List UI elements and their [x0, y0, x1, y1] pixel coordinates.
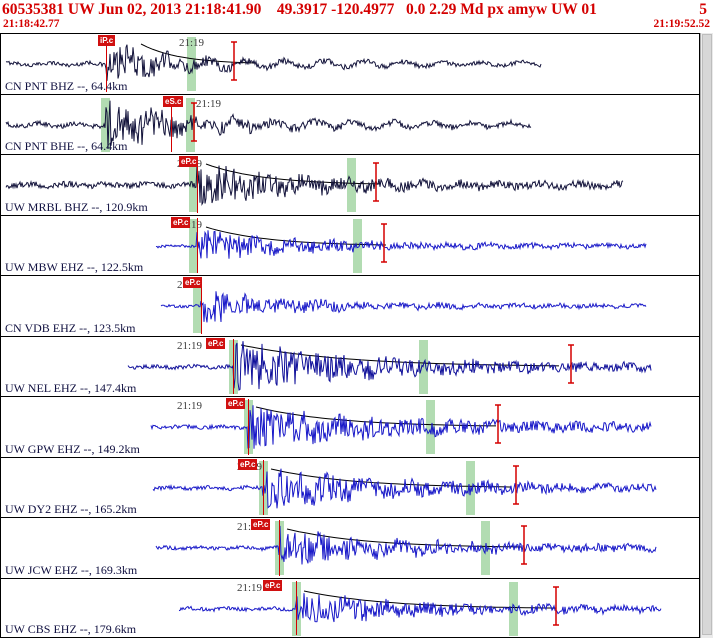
coda-duration-marker[interactable] — [373, 162, 379, 202]
phase-pick-flag[interactable]: eP.c — [171, 216, 191, 228]
seismogram-waveform[interactable] — [127, 340, 652, 391]
phase-pick-flag[interactable]: eP.c — [263, 579, 283, 591]
coda-window-band — [186, 97, 195, 152]
scrollbar-thumb[interactable] — [702, 34, 712, 635]
trace-row[interactable]: 21:19 eP.c UW JCW EHZ --, 169.3km — [1, 517, 699, 578]
phase-pick-line[interactable] — [201, 278, 202, 334]
seismogram-waveform[interactable] — [5, 100, 532, 149]
phase-pick-line[interactable] — [233, 338, 234, 394]
coda-window-band — [187, 37, 196, 91]
phase-pick-line[interactable] — [197, 157, 198, 213]
trace-row[interactable]: 21:19 eS.c CN PNT BHE --, 64.4km — [1, 93, 699, 155]
station-label: UW NEL EHZ --, 147.4km — [5, 381, 137, 395]
phase-pick-line[interactable] — [296, 580, 297, 635]
trace-row[interactable]: 21:19 eP.c UW CBS EHZ --, 179.6km — [1, 577, 699, 638]
phase-pick-flag[interactable]: eP.c — [179, 156, 199, 167]
seismogram-waveform[interactable] — [152, 468, 657, 509]
station-label: CN PNT BHE --, 64.4km — [5, 139, 128, 153]
waveform-plot[interactable] — [1, 34, 699, 94]
time-window-bar: 21:18:42.77 21:19:52.52 — [0, 18, 713, 33]
coda-window-band — [426, 400, 435, 454]
waveform-plot[interactable] — [1, 155, 699, 215]
seismogram-waveform[interactable] — [155, 229, 647, 259]
phase-pick-line[interactable] — [106, 36, 107, 92]
coda-window-band — [509, 581, 518, 636]
phase-pick-flag[interactable]: eP.c — [251, 519, 271, 530]
waveform-plot[interactable] — [1, 216, 699, 276]
phase-pick-flag[interactable]: eP.c — [226, 398, 246, 409]
seismogram-waveform[interactable] — [5, 165, 624, 206]
trace-row[interactable]: 21:19 eP.c UW GPW EHZ --, 149.2km — [1, 396, 699, 457]
station-label: UW MBW EHZ --, 122.5km — [5, 260, 144, 274]
header-bar: 60535381 UW Jun 02, 2013 21:18:41.90 49.… — [0, 0, 713, 18]
station-label: UW CBS EHZ --, 179.6km — [5, 622, 137, 636]
time-tick-label: 21:19 — [177, 339, 203, 352]
phase-pick-flag[interactable]: eP.c — [183, 277, 203, 288]
seismogram-waveform[interactable] — [150, 405, 652, 449]
vertical-scrollbar[interactable] — [700, 33, 713, 638]
phase-pick-line[interactable] — [263, 459, 264, 515]
seismogram-waveform[interactable] — [5, 44, 542, 81]
waveform-plot[interactable] — [1, 276, 699, 336]
station-label: UW DY2 EHZ --, 165.2km — [5, 502, 137, 516]
header-right-field: 5 — [699, 1, 707, 18]
coda-window-band — [193, 279, 202, 333]
coda-decay-curve — [140, 43, 256, 64]
trace-row[interactable]: 21:19 iP.c CN PNT BHZ --, 64.4km — [1, 33, 699, 94]
coda-duration-marker[interactable] — [553, 585, 559, 626]
station-label: CN VDB EHZ --, 123.5km — [5, 320, 136, 335]
time-tick-label: 21:19 — [177, 400, 203, 412]
seismogram-waveform[interactable] — [160, 291, 647, 323]
coda-duration-marker[interactable] — [191, 101, 197, 142]
trace-list: 21:19 iP.c CN PNT BHZ --, 64.4km 21:19 eS.c C… — [0, 33, 700, 638]
phase-pick-line[interactable] — [248, 399, 249, 455]
station-label: UW MRBL BHZ --, 120.9km — [5, 199, 148, 214]
station-label: UW GPW EHZ --, 149.2km — [5, 441, 140, 456]
phase-pick-flag[interactable]: iP.c — [98, 35, 116, 46]
phase-pick-line[interactable] — [279, 520, 280, 576]
station-label: CN PNT BHZ --, 64.4km — [5, 78, 128, 93]
coda-window-band — [419, 339, 428, 394]
trace-row[interactable]: 21:19 eP.c UW NEL EHZ --, 147.4km — [1, 335, 699, 396]
phase-pick-flag[interactable]: eP.c — [206, 337, 226, 349]
time-tick-label: 21:19 — [196, 97, 222, 110]
seismogram-waveform[interactable] — [155, 525, 657, 565]
coda-duration-marker[interactable] — [381, 222, 387, 263]
seismogram-waveform[interactable] — [178, 592, 662, 622]
waveform-plot[interactable] — [1, 95, 699, 155]
event-summary: 60535381 UW Jun 02, 2013 21:18:41.90 49.… — [2, 1, 597, 18]
coda-decay-curve — [255, 406, 496, 427]
phase-pick-flag[interactable]: eS.c — [163, 95, 184, 107]
time-tick-label: 21:19 — [237, 581, 263, 594]
window-start-time: 21:18:42.77 — [3, 18, 60, 30]
phase-pick-line[interactable] — [171, 96, 172, 152]
phase-pick-flag[interactable]: eP.c — [238, 458, 258, 470]
station-label: UW JCW EHZ --, 169.3km — [5, 562, 138, 577]
window-end-time: 21:19:52.52 — [653, 18, 710, 30]
coda-window-band — [353, 218, 362, 273]
coda-duration-marker[interactable] — [231, 41, 237, 81]
coda-duration-marker[interactable] — [513, 464, 519, 505]
coda-duration-marker[interactable] — [521, 525, 527, 565]
time-tick-label: 21:19 — [179, 37, 205, 49]
coda-duration-marker[interactable] — [495, 404, 501, 444]
coda-duration-marker[interactable] — [568, 343, 574, 384]
phase-pick-line[interactable] — [197, 217, 198, 273]
